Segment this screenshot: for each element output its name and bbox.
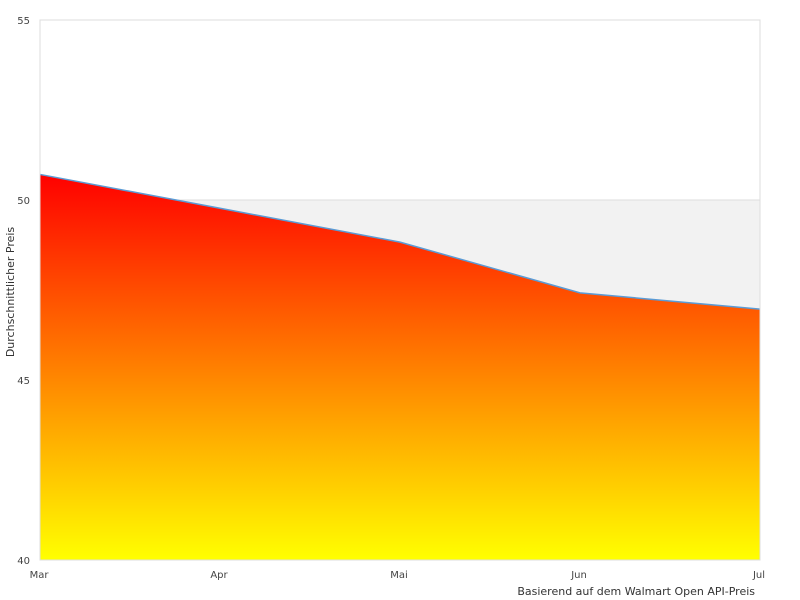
x-axis-label: Basierend auf dem Walmart Open API-Preis: [517, 585, 755, 598]
x-tick-label: Mai: [390, 570, 408, 581]
y-tick-label: 45: [17, 376, 30, 387]
y-tick-label: 50: [17, 196, 30, 207]
y-axis-label: Durchschnittlicher Preis: [4, 227, 17, 358]
y-tick-label: 55: [17, 16, 30, 27]
y-tick-label: 40: [17, 556, 30, 567]
series-line: [39, 173, 761, 310]
x-tick-label: Mar: [30, 570, 50, 581]
x-tick-label: Apr: [210, 570, 228, 581]
plot-frame: [39, 19, 761, 561]
x-tick-label: Jun: [570, 570, 587, 581]
x-tick-label: Jul: [752, 570, 765, 581]
area-fill: [40, 174, 760, 560]
